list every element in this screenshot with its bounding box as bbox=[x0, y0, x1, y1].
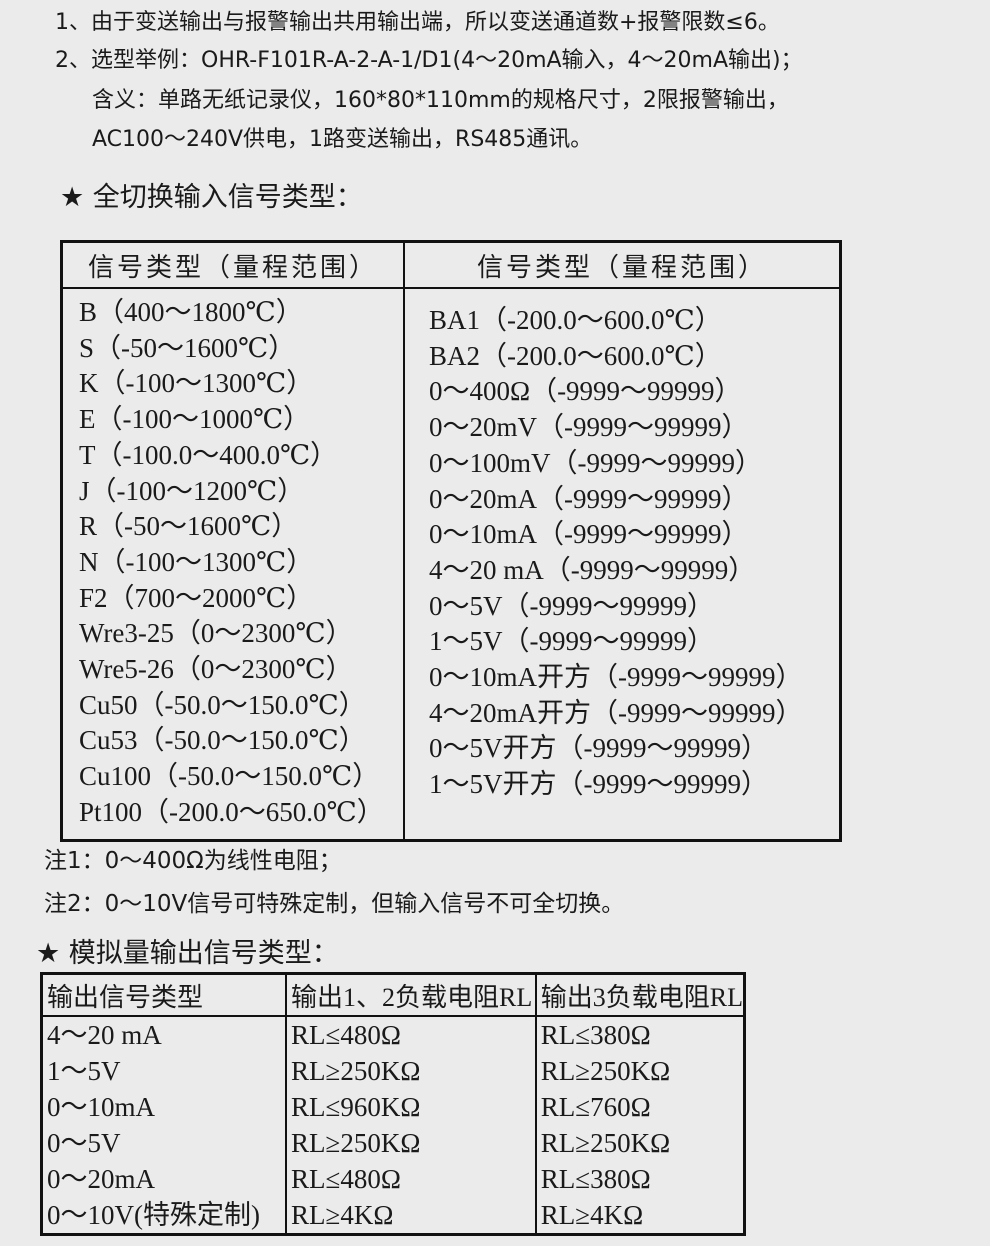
signal-type-item: 0～10mA（-9999～99999） bbox=[429, 519, 749, 550]
bottom-margin bbox=[0, 1246, 990, 1254]
signal-type-item: BA1（-200.0～600.0℃） bbox=[429, 305, 722, 335]
load-resistance-out12: RL≤960KΩ bbox=[285, 1089, 537, 1125]
table-row: 0～10mA RL≤960KΩ RL≤760Ω bbox=[40, 1089, 746, 1125]
load-resistance-out3: RL≥4KΩ bbox=[534, 1197, 746, 1235]
analog-output-table: 输出信号类型 输出1、2负载电阻RL 输出3负载电阻RL 4～20 mA RL≤4… bbox=[40, 972, 746, 1236]
signal-type-item: 0～20mV（-9999～99999） bbox=[429, 412, 749, 443]
note-2-meaning: 含义：单路无纸记录仪，160*80*110mm的规格尺寸，2限报警输出， bbox=[92, 88, 789, 113]
output-signal-type: 0～10V(特殊定制) bbox=[40, 1197, 288, 1235]
signal-type-item: 4～20 mA（-9999～99999） bbox=[429, 554, 756, 585]
signal-type-item: T（-100.0～400.0℃） bbox=[79, 439, 338, 470]
input-note-1: 注1：0～400Ω为线性电阻； bbox=[44, 848, 342, 874]
column-header: 输出信号类型 bbox=[40, 972, 288, 1017]
signal-type-item: Pt100（-200.0～650.0℃） bbox=[79, 796, 384, 827]
table-row: 1～5V RL≥250KΩ RL≥250KΩ bbox=[40, 1053, 746, 1089]
load-resistance-out3: RL≤380Ω bbox=[534, 1016, 746, 1053]
signal-type-item: 0～5V（-9999～99999） bbox=[429, 590, 714, 621]
signal-type-item: K（-100～1300℃） bbox=[79, 368, 314, 399]
signal-type-item: BA2（-200.0～600.0℃） bbox=[429, 340, 722, 371]
signal-type-item: J（-100～1200℃） bbox=[79, 475, 305, 506]
signal-type-item: Wre3-25（0～2300℃） bbox=[79, 618, 353, 649]
load-resistance-out12: RL≥4KΩ bbox=[285, 1197, 537, 1235]
right-signal-list: BA1（-200.0～600.0℃） BA2（-200.0～600.0℃） 0～40… bbox=[429, 303, 839, 803]
output-signal-type: 0～10mA bbox=[40, 1089, 288, 1125]
table-row: 0～10V(特殊定制) RL≥4KΩ RL≥4KΩ bbox=[40, 1197, 746, 1235]
note-1: 1、由于变送输出与报警输出共用输出端，所以变送通道数+报警限数≤6。 bbox=[55, 10, 780, 35]
signal-type-item: B（400～1800℃） bbox=[79, 297, 303, 327]
signal-type-item: E（-100～1000℃） bbox=[79, 404, 311, 435]
section-title-input-signals: ★ 全切换输入信号类型： bbox=[60, 182, 363, 213]
column-header: 信号类型（量程范围） bbox=[403, 240, 842, 289]
table-row: 0～5V RL≥250KΩ RL≥250KΩ bbox=[40, 1125, 746, 1161]
signal-type-item: 0～10mA开方（-9999～99999） bbox=[429, 662, 803, 693]
note-2-meaning-cont: AC100～240V供电，1路变送输出，RS485通讯。 bbox=[92, 127, 593, 152]
load-resistance-out3: RL≤760Ω bbox=[534, 1089, 746, 1125]
signal-type-item: 0～100mV（-9999～99999） bbox=[429, 447, 762, 478]
note-2: 2、选型举例：OHR-F101R-A-2-A-1/D1(4～20mA输入，4～2… bbox=[55, 48, 803, 73]
load-resistance-out12: RL≤480Ω bbox=[285, 1016, 537, 1053]
signal-type-item: 1～5V开方（-9999～99999） bbox=[429, 769, 768, 800]
table-row: 4～20 mA RL≤480Ω RL≤380Ω bbox=[40, 1016, 746, 1053]
input-note-2: 注2：0～10V信号可特殊定制，但输入信号不可全切换。 bbox=[44, 891, 625, 917]
load-resistance-out12: RL≥250KΩ bbox=[285, 1125, 537, 1161]
signal-type-item: Cu50（-50.0～150.0℃） bbox=[79, 689, 366, 720]
input-signal-table: 信号类型（量程范围） 信号类型（量程范围） B（400～1800℃） S（-50～… bbox=[60, 240, 842, 842]
signal-type-item: F2（700～2000℃） bbox=[79, 582, 314, 613]
signal-type-item: 0～400Ω（-9999～99999） bbox=[429, 376, 742, 407]
output-signal-type: 0～20mA bbox=[40, 1161, 288, 1197]
signal-type-item: 0～5V开方（-9999～99999） bbox=[429, 733, 768, 764]
left-signal-list: B（400～1800℃） S（-50～1600℃） K（-100～1300℃） E（-… bbox=[79, 295, 403, 831]
signal-type-item: N（-100～1300℃） bbox=[79, 546, 314, 577]
load-resistance-out3: RL≥250KΩ bbox=[534, 1053, 746, 1089]
signal-type-item: R（-50～1600℃） bbox=[79, 511, 299, 542]
signal-type-item: Cu53（-50.0～150.0℃） bbox=[79, 725, 366, 756]
signal-type-item: 0～20mA（-9999～99999） bbox=[429, 483, 749, 514]
signal-type-item: S（-50～1600℃） bbox=[79, 332, 296, 363]
column-header: 信号类型（量程范围） bbox=[60, 240, 405, 289]
load-resistance-out3: RL≤380Ω bbox=[534, 1161, 746, 1197]
output-signal-type: 4～20 mA bbox=[40, 1016, 288, 1053]
output-signal-type: 0～5V bbox=[40, 1125, 288, 1161]
column-header: 输出1、2负载电阻RL bbox=[285, 972, 537, 1017]
signal-type-item: 1～5V（-9999～99999） bbox=[429, 626, 714, 657]
table-row: 0～20mA RL≤480Ω RL≤380Ω bbox=[40, 1161, 746, 1197]
load-resistance-out12: RL≥250KΩ bbox=[285, 1053, 537, 1089]
column-header: 输出3负载电阻RL bbox=[534, 972, 746, 1017]
signal-type-item: 4～20mA开方（-9999～99999） bbox=[429, 697, 803, 728]
load-resistance-out3: RL≥250KΩ bbox=[534, 1125, 746, 1161]
signal-type-item: Wre5-26（0～2300℃） bbox=[79, 654, 353, 685]
output-signal-type: 1～5V bbox=[40, 1053, 288, 1089]
load-resistance-out12: RL≤480Ω bbox=[285, 1161, 537, 1197]
signal-type-item: Cu100（-50.0～150.0℃） bbox=[79, 761, 380, 792]
section-title-analog-output: ★ 模拟量输出信号类型： bbox=[36, 938, 339, 969]
